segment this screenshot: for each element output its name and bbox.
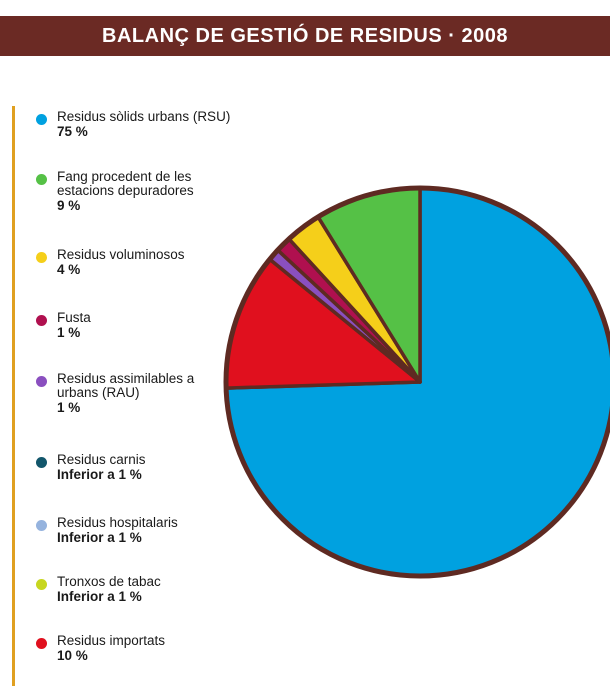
- legend-dot-voluminosos: [36, 252, 47, 263]
- legend-label-tabac: Tronxos de tabac: [57, 574, 161, 589]
- legend-label-voluminosos: Residus voluminosos: [57, 247, 185, 262]
- legend-dot-importats: [36, 638, 47, 649]
- legend-value-carnis: Inferior a 1 %: [57, 467, 142, 482]
- legend-label-rsu: Residus sòlids urbans (RSU): [57, 109, 231, 124]
- legend-value-voluminosos: 4 %: [57, 262, 81, 277]
- legend-dot-rau: [36, 376, 47, 387]
- legend-accent-bar: [12, 106, 15, 686]
- legend-item-carnis: Residus carnis Inferior a 1 %: [36, 453, 236, 482]
- legend-item-rau: Residus assimilables a urbans (RAU) 1 %: [36, 372, 236, 415]
- legend-value-hospitalaris: Inferior a 1 %: [57, 530, 142, 545]
- legend-item-voluminosos: Residus voluminosos 4 %: [36, 248, 236, 277]
- legend-item-hospitalaris: Residus hospitalaris Inferior a 1 %: [36, 516, 236, 545]
- pie-outline: [223, 185, 610, 579]
- legend-item-fang: Fang procedent de les estacions depurado…: [36, 170, 236, 213]
- legend: Residus sòlids urbans (RSU) 75 % Fang pr…: [0, 0, 240, 687]
- legend-dot-fang: [36, 174, 47, 185]
- legend-label-rau: Residus assimilables a urbans (RAU): [57, 371, 195, 400]
- legend-dot-fusta: [36, 315, 47, 326]
- legend-item-fusta: Fusta 1 %: [36, 311, 236, 340]
- legend-item-importats: Residus importats 10 %: [36, 634, 236, 663]
- legend-dot-carnis: [36, 457, 47, 468]
- legend-label-importats: Residus importats: [57, 633, 166, 648]
- legend-value-importats: 10 %: [57, 648, 88, 663]
- legend-label-fang: Fang procedent de les estacions depurado…: [57, 169, 194, 198]
- legend-value-fusta: 1 %: [57, 325, 81, 340]
- legend-dot-rsu: [36, 114, 47, 125]
- legend-label-carnis: Residus carnis: [57, 452, 146, 467]
- legend-item-rsu: Residus sòlids urbans (RSU) 75 %: [36, 110, 236, 139]
- legend-value-tabac: Inferior a 1 %: [57, 589, 142, 604]
- header-bar: BALANÇ DE GESTIÓ DE RESIDUS · 2008: [0, 16, 610, 56]
- page-title: BALANÇ DE GESTIÓ DE RESIDUS · 2008: [102, 24, 508, 47]
- legend-value-rau: 1 %: [57, 400, 81, 415]
- legend-label-fusta: Fusta: [57, 310, 91, 325]
- legend-item-tabac: Tronxos de tabac Inferior a 1 %: [36, 575, 236, 604]
- legend-value-rsu: 75 %: [57, 124, 88, 139]
- legend-value-fang: 9 %: [57, 198, 81, 213]
- pie-chart: [223, 185, 610, 579]
- legend-dot-tabac: [36, 579, 47, 590]
- legend-label-hospitalaris: Residus hospitalaris: [57, 515, 178, 530]
- legend-dot-hospitalaris: [36, 520, 47, 531]
